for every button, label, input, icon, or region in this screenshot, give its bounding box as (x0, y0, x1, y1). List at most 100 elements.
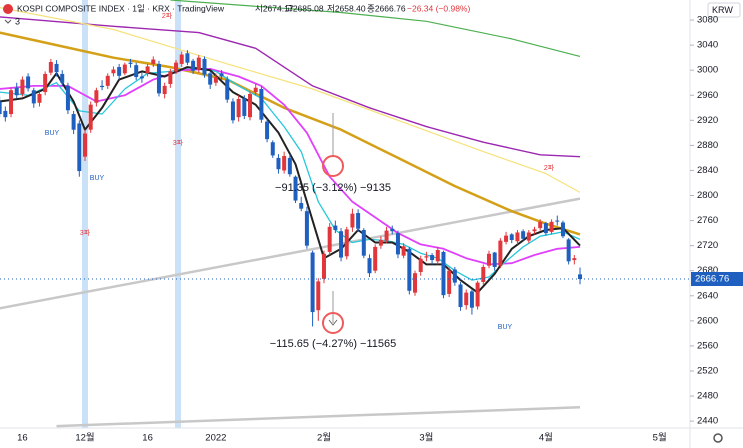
candle-body (111, 69, 116, 74)
candle-body (498, 240, 503, 266)
candle-body (452, 269, 457, 283)
candle-body (162, 85, 167, 94)
x-tick-label: 2월 (317, 432, 331, 444)
candle-body (213, 77, 218, 83)
candle-body (538, 221, 543, 229)
collapse-icon[interactable] (4, 19, 12, 24)
candle-body (333, 225, 338, 230)
candle-body (168, 71, 173, 84)
header-close: 종2666.76 (367, 3, 406, 13)
annotation: BUY (90, 175, 105, 182)
candle-body (230, 101, 235, 121)
header-low: 저2658.40 (327, 3, 366, 13)
candle-body (407, 248, 412, 291)
candle-body (105, 75, 110, 86)
y-tick-label: 2960 (697, 90, 718, 101)
marker-circle (322, 312, 344, 334)
indicator-count[interactable]: 3 (15, 16, 20, 26)
candle-body (60, 73, 65, 83)
candle-body (31, 90, 36, 104)
annotation: 2파 (162, 11, 173, 20)
candle-body (282, 156, 287, 171)
candle-body (242, 98, 247, 116)
candle-body (293, 176, 298, 201)
candle-body (299, 203, 304, 209)
candle-body (270, 142, 275, 156)
candle-body (401, 246, 406, 256)
candle-body (486, 253, 491, 266)
candle-body (236, 99, 241, 118)
y-tick-label: 2840 (697, 165, 718, 176)
candle-body (191, 60, 196, 71)
candle-body (464, 292, 469, 306)
y-tick-label: 2640 (697, 290, 718, 301)
plot-area (0, 0, 583, 428)
x-tick-label: 12월 (75, 432, 94, 444)
header-change: −26.34 (−0.98%) (407, 3, 470, 13)
candle-body (265, 121, 270, 140)
annotation: BUY (45, 130, 60, 137)
candle-body (395, 233, 400, 255)
candle-body (128, 62, 133, 64)
candle-body (77, 123, 82, 172)
annotation: 3파 (173, 138, 184, 147)
last-price-label: 2666.76 (695, 274, 729, 285)
indicator-line (0, 66, 581, 281)
candle-body (361, 229, 366, 256)
candle-body (373, 246, 378, 271)
candle-body (390, 228, 395, 232)
indicator-line (0, 6, 581, 193)
y-tick-label: 2560 (697, 340, 718, 351)
candle-body (3, 110, 8, 118)
candle-body (0, 101, 2, 115)
candle-body (424, 256, 429, 258)
candle-body (151, 59, 156, 64)
y-tick-label: 2680 (697, 265, 718, 276)
indicator-line (0, 197, 581, 310)
candle-body (48, 62, 53, 73)
candle-body (54, 63, 59, 73)
measure-arrow (328, 319, 338, 326)
y-tick-label: 2720 (697, 240, 718, 251)
candle-body (219, 73, 224, 77)
y-tick-label: 3080 (697, 15, 718, 26)
candle-body (566, 239, 571, 262)
header-title: KOSPI COMPOSITE INDEX · 1일 · KRX · Tradi… (17, 3, 225, 13)
y-tick-label: 2600 (697, 315, 718, 326)
indicator-line (0, 31, 581, 236)
candle-body (521, 231, 526, 239)
candle-body (139, 76, 144, 79)
currency-label[interactable]: KRW (712, 5, 733, 15)
header-high: 고2685.08 (285, 3, 324, 13)
y-tick-label: 2880 (697, 140, 718, 151)
candle-body (435, 250, 440, 262)
candle-body (356, 213, 361, 229)
currency-button[interactable] (707, 2, 741, 18)
candle-body (26, 76, 31, 89)
candle-body (179, 54, 184, 64)
candle-body (469, 291, 474, 308)
marker-circle (322, 155, 344, 177)
y-tick-label: 2440 (697, 416, 718, 427)
x-tick-label: 3월 (419, 432, 433, 444)
candle-body (543, 223, 548, 234)
candle-body (526, 232, 531, 241)
candle-body (515, 232, 520, 242)
candle-body (430, 255, 435, 261)
candle-body (276, 157, 281, 170)
settings-icon[interactable] (713, 433, 723, 443)
candle-body (378, 240, 383, 246)
candle-body (492, 252, 497, 267)
candle-body (304, 211, 309, 246)
y-tick-label: 2760 (697, 215, 718, 226)
candle-body (134, 65, 139, 78)
candle-body (578, 274, 583, 280)
highlight-band (175, 0, 181, 428)
candle-body (549, 221, 554, 232)
candle-body (310, 252, 315, 313)
y-tick-label: 3040 (697, 40, 718, 51)
candle-body (572, 258, 577, 261)
candle-body (339, 231, 344, 258)
candle-body (202, 58, 207, 75)
